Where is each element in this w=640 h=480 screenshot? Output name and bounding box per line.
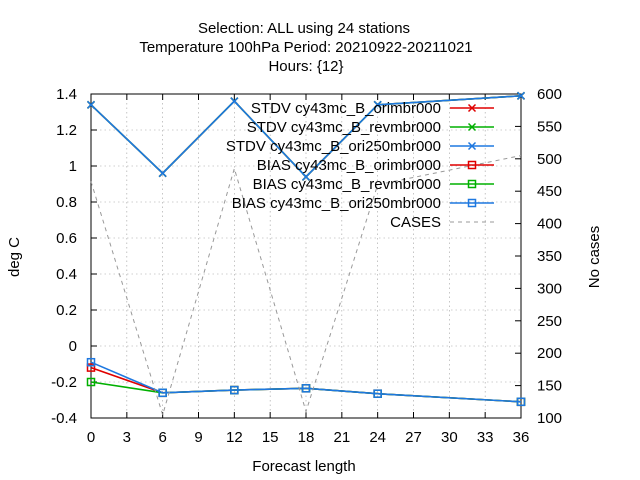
y2-tick-label: 600: [537, 86, 562, 103]
y-tick-label: 1.2: [56, 122, 77, 139]
legend-label: BIAS cy43mc_B_revmbr000: [253, 176, 441, 193]
y-tick-label: 0.4: [56, 266, 77, 283]
series-layer: [86, 91, 526, 417]
x-tick-label: 18: [298, 429, 315, 446]
series-line: [90, 95, 522, 178]
y2-tick-label: 550: [537, 118, 562, 135]
square-marker: [467, 179, 477, 189]
x-tick-label: 15: [262, 429, 279, 446]
x-marker: [467, 122, 477, 132]
series-2: [86, 91, 526, 181]
x-marker: [301, 172, 311, 181]
y2-axis-label: No cases: [586, 226, 603, 289]
square-marker: [86, 363, 96, 372]
series-5: [86, 357, 526, 407]
legend-entry: BIAS cy43mc_B_ori250mbr000: [232, 195, 494, 212]
legend-label: STDV cy43mc_B_ori250mbr000: [226, 138, 441, 155]
legend-label: STDV cy43mc_B_revmbr000: [247, 119, 441, 136]
legend-label: CASES: [390, 214, 441, 231]
y-tick-label: 0.2: [56, 302, 77, 319]
y2-tick-label: 400: [537, 216, 562, 233]
legend-label: STDV cy43mc_B_orimbr000: [251, 100, 441, 117]
x-tick-label: 24: [369, 429, 386, 446]
y2-tick-label: 500: [537, 151, 562, 168]
square-marker: [516, 397, 526, 407]
x-marker: [516, 91, 526, 100]
legend-entry: BIAS cy43mc_B_revmbr000: [253, 176, 494, 193]
x-tick-label: 12: [226, 429, 243, 446]
series-line: [90, 361, 522, 403]
axes: 0 3 6 9 12 15 18 21 24 27 30 33 36-0.4-0.200.20.40.6…: [51, 86, 562, 446]
square-marker: [373, 389, 382, 398]
x-marker: [373, 100, 382, 109]
legend-entry: STDV cy43mc_B_ori250mbr000: [226, 138, 494, 155]
series-line: [90, 155, 522, 417]
square-marker: [467, 160, 477, 170]
square-marker: [467, 198, 477, 208]
y-tick-label: 0: [69, 338, 77, 355]
square-marker: [158, 388, 167, 398]
legend-label: BIAS cy43mc_B_ori250mbr000: [232, 195, 441, 212]
x-tick-label: 33: [477, 429, 494, 446]
chart-title: Selection: ALL using 24 stations Tempera…: [139, 20, 472, 75]
x-axis-label: Forecast length: [252, 458, 355, 475]
x-tick-label: 36: [513, 429, 530, 446]
x-tick-label: 30: [441, 429, 458, 446]
square-marker: [230, 385, 239, 395]
x-marker: [230, 97, 239, 106]
x-tick-label: 21: [333, 429, 350, 446]
y-tick-label: -0.4: [51, 410, 77, 427]
legend: STDV cy43mc_B_orimbr000 STDV cy43mc_B_rev…: [226, 100, 494, 231]
series-6: [90, 155, 522, 417]
legend-entry: STDV cy43mc_B_orimbr000: [251, 100, 494, 117]
x-tick-label: 0: [87, 429, 95, 446]
y-tick-label: 1: [69, 158, 77, 175]
y-tick-label: 0.8: [56, 194, 77, 211]
y2-tick-label: 350: [537, 248, 562, 265]
y2-tick-label: 100: [537, 410, 562, 427]
y2-tick-label: 300: [537, 280, 562, 297]
x-tick-label: 9: [194, 429, 202, 446]
chart-title-line-1: Selection: ALL using 24 stations: [198, 20, 410, 37]
chart-title-line-2: Temperature 100hPa Period: 20210922-2021…: [139, 39, 472, 56]
grid: [91, 94, 521, 418]
y-tick-label: -0.2: [51, 374, 77, 391]
y-axis-label: deg C: [6, 237, 23, 277]
y-tick-label: 1.4: [56, 86, 77, 103]
x-marker: [86, 100, 96, 109]
x-marker: [467, 103, 477, 113]
y-tick-label: 0.6: [56, 230, 77, 247]
legend-entry: BIAS cy43mc_B_orimbr000: [257, 157, 494, 174]
square-marker: [301, 384, 311, 393]
x-tick-label: 6: [158, 429, 166, 446]
legend-entry: CASES: [390, 214, 494, 231]
y2-tick-label: 200: [537, 345, 562, 362]
x-tick-label: 3: [123, 429, 131, 446]
square-marker: [86, 357, 96, 367]
x-marker: [158, 169, 167, 178]
y2-tick-label: 450: [537, 183, 562, 200]
x-tick-label: 27: [405, 429, 422, 446]
chart-title-line-3: Hours: {12}: [268, 58, 343, 75]
legend-entry: STDV cy43mc_B_revmbr000: [247, 119, 494, 136]
square-marker: [86, 377, 96, 387]
y2-tick-label: 150: [537, 378, 562, 395]
x-marker: [467, 141, 477, 151]
y2-tick-label: 250: [537, 313, 562, 330]
legend-label: BIAS cy43mc_B_orimbr000: [257, 157, 441, 174]
